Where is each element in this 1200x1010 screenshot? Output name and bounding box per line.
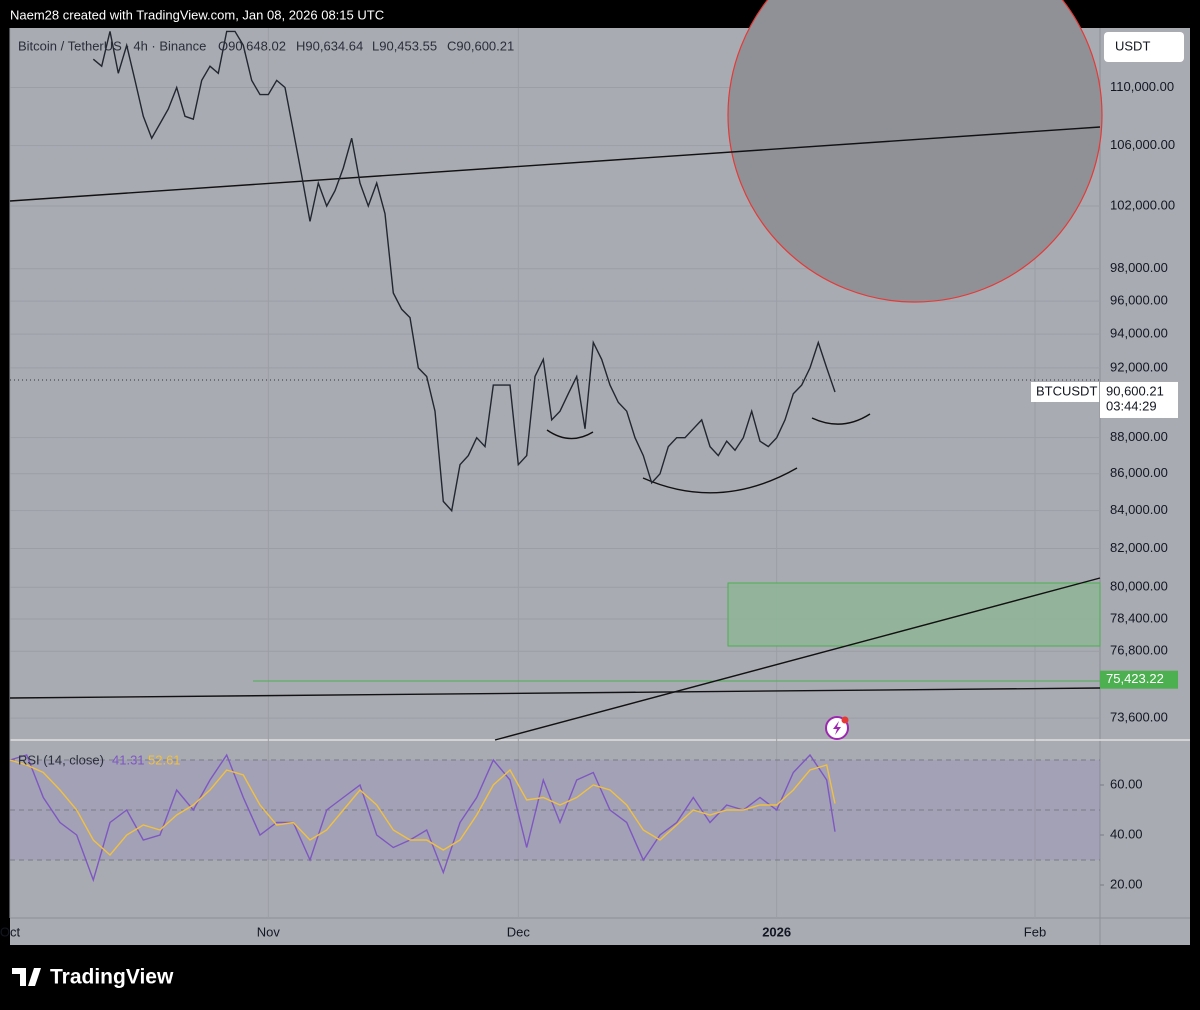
x-tick-label: Dec <box>507 924 531 939</box>
y-tick-label: 92,000.00 <box>1110 359 1168 374</box>
ohlc: O90,648.02 H90,634.64 L90,453.55 C90,600… <box>218 38 514 53</box>
y-tick-label: 102,000.00 <box>1110 197 1175 212</box>
arc <box>642 467 798 494</box>
rsi-value: 52.61 <box>148 752 181 767</box>
y-tick-label: 20.00 <box>1110 876 1143 891</box>
countdown: 03:44:29 <box>1106 398 1157 413</box>
symbol-tag <box>1031 381 1099 402</box>
symbol-label: BTCUSDT <box>1036 383 1097 398</box>
y-tick-label: 82,000.00 <box>1110 540 1168 555</box>
price-tag <box>1100 381 1178 418</box>
price-label: 90,600.21 <box>1106 383 1164 398</box>
level-tag <box>1100 670 1178 689</box>
x-tick-label: Nov <box>257 924 281 939</box>
ohlc-close: C90,600.21 <box>447 38 514 53</box>
y-tick-label: 76,800.00 <box>1110 643 1168 658</box>
arc <box>811 413 871 425</box>
ohlc-open: O90,648.02 <box>218 38 286 53</box>
logo-text: TradingView <box>50 966 174 989</box>
logo-mark <box>12 968 41 986</box>
series-line <box>9 753 836 883</box>
circle-drawing <box>727 0 1103 303</box>
y-tick-label: 88,000.00 <box>1110 429 1168 444</box>
ohlc-high: H90,634.64 <box>296 38 363 53</box>
series-line <box>9 759 836 857</box>
level-label: 75,423.22 <box>1106 671 1164 686</box>
plot <box>9 30 836 883</box>
y-tick-label: 86,000.00 <box>1110 465 1168 480</box>
symbol-title: Bitcoin / TetherUS · 4h · Binance <box>18 38 206 53</box>
x-tick-label: Oct <box>0 924 20 939</box>
drawings <box>9 0 1103 741</box>
ohlc-low: L90,453.55 <box>372 38 437 53</box>
alert-dot <box>841 716 849 724</box>
y-tick-label: 96,000.00 <box>1110 293 1168 308</box>
trend-line <box>9 126 1101 202</box>
y-tick-label: 84,000.00 <box>1110 502 1168 517</box>
y-tick-label: 78,400.00 <box>1110 610 1168 625</box>
header-text: Naem28 created with TradingView.com, Jan… <box>10 7 384 22</box>
rsi-title: RSI (14, close) <box>18 752 104 767</box>
alert-bolt <box>833 721 841 735</box>
zone-box <box>727 582 1101 647</box>
y-tick-label: 60.00 <box>1110 776 1143 791</box>
x-tick-label: Feb <box>1024 924 1046 939</box>
y-tick-label: 106,000.00 <box>1110 137 1175 152</box>
rsi-value: 41.31 <box>112 752 145 767</box>
arc <box>546 429 594 440</box>
price-axis <box>1100 28 1190 945</box>
y-tick-label: 40.00 <box>1110 826 1143 841</box>
y-tick-label: 73,600.00 <box>1110 710 1168 725</box>
y-tick-label: 98,000.00 <box>1110 260 1168 275</box>
trend-line <box>9 687 1101 699</box>
y-tick-label: 94,000.00 <box>1110 326 1168 341</box>
y-tick-label: 80,000.00 <box>1110 579 1168 594</box>
y-tick-label: 110,000.00 <box>1110 79 1174 94</box>
currency[interactable]: USDT <box>1115 38 1150 53</box>
series-line <box>92 30 836 513</box>
x-tick-label: 2026 <box>762 924 791 939</box>
trend-line <box>494 577 1101 741</box>
footer-logo: TradingView <box>12 966 174 989</box>
currency-button[interactable] <box>1104 32 1184 62</box>
